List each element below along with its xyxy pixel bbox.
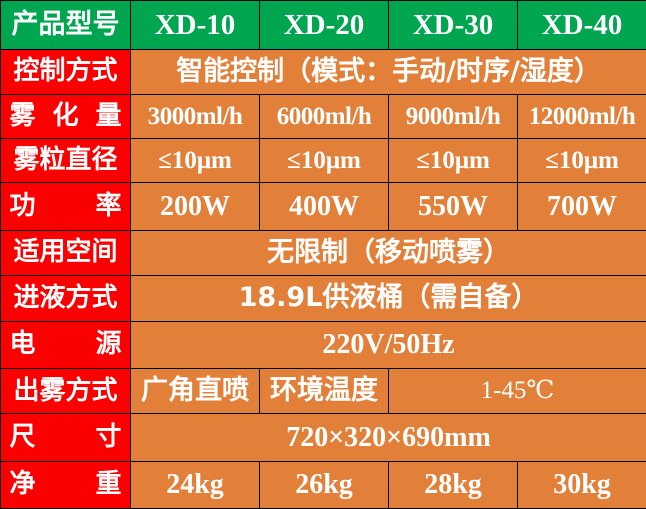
row-8-value-cell-3: 1-45℃ [388, 367, 646, 415]
row-label-cell-8: 出雾方式 [0, 367, 131, 415]
row-label-text: 功率 [9, 190, 122, 221]
model-header-cell-3: XD-30 [388, 0, 518, 50]
row-label-cell-9: 尺寸 [0, 413, 131, 462]
row-label-text: 尺寸 [9, 421, 122, 452]
row-label-text: 进液方式 [13, 282, 118, 313]
row-10-value-cell-3: 28kg [388, 460, 518, 509]
row-label-cell-2: 雾化量 [0, 94, 131, 140]
row-3-value-cell-4: ≤10μm [517, 138, 646, 184]
row-10-value-cell-4: 30kg [517, 460, 646, 509]
table-row: 适用空间 无限制（移动喷雾） [0, 229, 646, 277]
row-label-text: 出雾方式 [13, 375, 118, 406]
table-row: 雾化量 3000ml/h 6000ml/h 9000ml/h 12000ml/h [0, 94, 646, 140]
row-7-value-cell-1: 220V/50Hz [130, 320, 646, 369]
row-2-value-cell-1: 3000ml/h [130, 94, 260, 140]
row-label-text: 产品型号 [11, 8, 120, 40]
row-10-value-cell-2: 26kg [259, 460, 389, 509]
row-9-value-cell-1: 720×320×690mm [130, 413, 646, 462]
row-4-value-cell-2: 400W [259, 182, 389, 231]
row-label-cell-1: 控制方式 [0, 48, 131, 96]
table-row: 控制方式 智能控制（模式：手动/时序/湿度） [0, 48, 646, 96]
row-3-value-cell-2: ≤10μm [259, 138, 389, 184]
row-4-value-cell-4: 700W [517, 182, 646, 231]
table-row: 尺寸 720×320×690mm [0, 413, 646, 462]
row-label-cell-5: 适用空间 [0, 229, 131, 277]
row-label-cell-7: 电源 [0, 320, 131, 369]
row-2-value-cell-2: 6000ml/h [259, 94, 389, 140]
row-label-cell-4: 功率 [0, 182, 131, 231]
row-label-text: 适用空间 [13, 237, 118, 268]
row-label-cell-10: 净重 [0, 460, 131, 509]
row-2-value-cell-4: 12000ml/h [517, 94, 646, 140]
table-row: 进液方式 18.9L供液桶（需自备） [0, 275, 646, 322]
row-4-value-cell-1: 200W [130, 182, 260, 231]
row-8-value-cell-2: 环境温度 [259, 367, 389, 415]
row-3-value-cell-1: ≤10μm [130, 138, 260, 184]
row-label-cell-3: 雾粒直径 [0, 138, 131, 184]
table-header-row: 产品型号 XD-10 XD-20 XD-30 XD-40 [0, 0, 646, 50]
row-label-cell-6: 进液方式 [0, 275, 131, 322]
row-4-value-cell-3: 550W [388, 182, 518, 231]
row-label-text: 雾粒直径 [13, 145, 118, 176]
row-3-value-cell-3: ≤10μm [388, 138, 518, 184]
row-1-value-cell-1: 智能控制（模式：手动/时序/湿度） [130, 48, 646, 96]
table-row: 雾粒直径 ≤10μm ≤10μm ≤10μm ≤10μm [0, 138, 646, 184]
row-2-value-cell-3: 9000ml/h [388, 94, 518, 140]
table-row: 功率 200W 400W 550W 700W [0, 182, 646, 231]
row-label-text: 雾化量 [9, 101, 122, 132]
row-6-value-cell-1: 18.9L供液桶（需自备） [130, 275, 646, 322]
table-row: 出雾方式 广角直喷 环境温度 1-45℃ [0, 367, 646, 415]
row-10-value-cell-1: 24kg [130, 460, 260, 509]
model-header-cell-2: XD-20 [259, 0, 389, 50]
model-header-cell-1: XD-10 [130, 0, 260, 50]
table-row: 电源 220V/50Hz [0, 320, 646, 369]
row-label-text: 净重 [9, 469, 122, 500]
model-header-cell-4: XD-40 [517, 0, 646, 50]
row-label-text: 电源 [9, 329, 122, 360]
table-row: 净重 24kg 26kg 28kg 30kg [0, 460, 646, 509]
row-label-text: 控制方式 [13, 56, 118, 87]
row-8-value-cell-1: 广角直喷 [130, 367, 260, 415]
header-label-cell: 产品型号 [0, 0, 131, 50]
row-5-value-cell-1: 无限制（移动喷雾） [130, 229, 646, 277]
